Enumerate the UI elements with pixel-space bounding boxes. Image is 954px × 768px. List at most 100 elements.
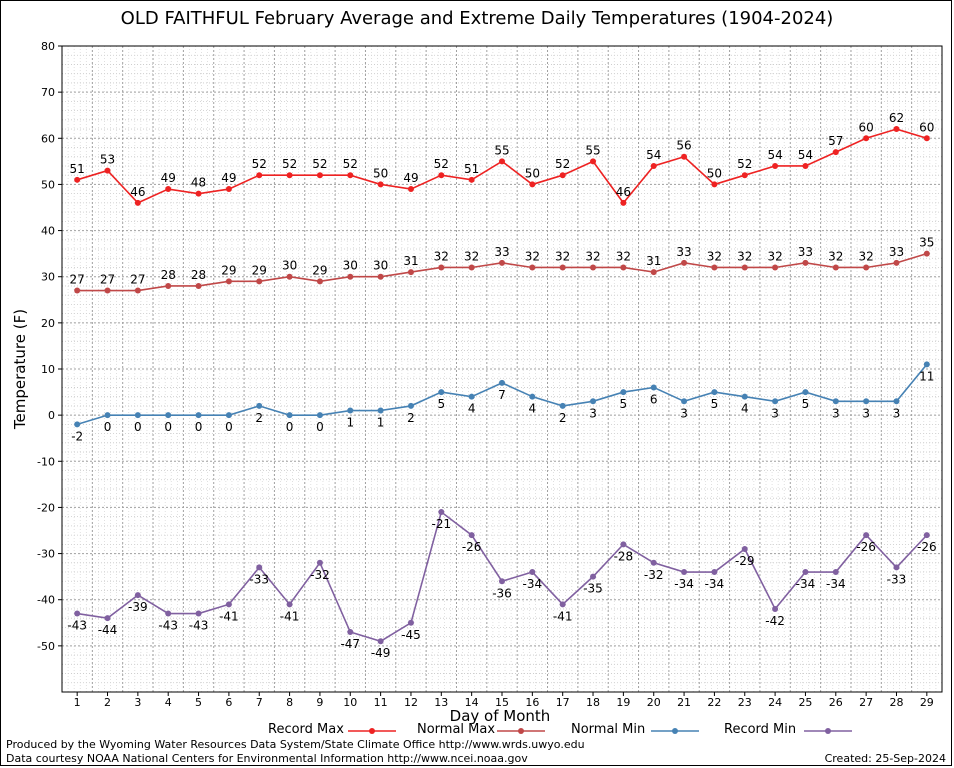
y-tick-label: -40 bbox=[37, 594, 55, 607]
data-point-normal-min bbox=[377, 407, 384, 414]
data-label-normal-min: 3 bbox=[893, 406, 901, 420]
credit-line-data-source: Data courtesy NOAA National Centers for … bbox=[6, 752, 528, 765]
data-point-record-min bbox=[590, 573, 597, 580]
data-point-record-max bbox=[286, 172, 293, 179]
data-point-normal-max bbox=[772, 264, 779, 271]
data-label-record-max: 54 bbox=[767, 148, 782, 162]
data-label-normal-min: 7 bbox=[498, 388, 506, 402]
data-label-record-min: -26 bbox=[917, 540, 937, 554]
data-point-normal-min bbox=[256, 402, 263, 409]
x-tick-label: 16 bbox=[525, 696, 539, 709]
data-label-normal-min: 4 bbox=[529, 402, 537, 416]
data-label-normal-max: 33 bbox=[798, 245, 813, 259]
data-point-normal-max bbox=[681, 259, 688, 266]
data-label-record-min: -28 bbox=[614, 549, 634, 563]
data-label-record-max: 54 bbox=[646, 148, 661, 162]
data-point-record-max bbox=[893, 126, 900, 133]
data-label-normal-min: 2 bbox=[255, 411, 263, 425]
x-tick-label: 18 bbox=[586, 696, 600, 709]
data-label-record-min: -39 bbox=[128, 600, 148, 614]
data-label-normal-min: 4 bbox=[741, 402, 749, 416]
x-tick-label: 12 bbox=[404, 696, 418, 709]
y-tick-label: 30 bbox=[41, 271, 55, 284]
data-point-record-max bbox=[863, 135, 870, 142]
data-point-normal-max bbox=[377, 273, 384, 280]
data-label-record-max: 60 bbox=[919, 120, 934, 134]
data-point-normal-min bbox=[620, 389, 627, 396]
data-label-record-min: -43 bbox=[67, 619, 87, 633]
data-label-normal-min: 2 bbox=[407, 411, 415, 425]
data-label-record-max: 60 bbox=[858, 120, 873, 134]
data-label-normal-max: 32 bbox=[767, 249, 782, 263]
x-tick-label: 15 bbox=[495, 696, 509, 709]
x-tick-label: 6 bbox=[225, 696, 232, 709]
data-label-normal-min: 3 bbox=[832, 406, 840, 420]
data-label-record-min: -34 bbox=[674, 577, 694, 591]
x-tick-label: 17 bbox=[556, 696, 570, 709]
data-point-record-max bbox=[650, 162, 657, 169]
data-label-normal-max: 29 bbox=[221, 263, 236, 277]
data-label-record-min: -29 bbox=[735, 554, 755, 568]
data-point-record-min bbox=[802, 569, 809, 576]
x-tick-label: 23 bbox=[738, 696, 752, 709]
y-tick-label: -50 bbox=[37, 640, 55, 653]
data-point-record-min bbox=[650, 559, 657, 566]
legend-marker-normal-max bbox=[518, 728, 524, 734]
data-label-normal-max: 29 bbox=[312, 263, 327, 277]
data-label-normal-min: 5 bbox=[620, 397, 628, 411]
x-tick-label: 10 bbox=[343, 696, 357, 709]
data-label-record-max: 46 bbox=[130, 185, 145, 199]
data-label-normal-max: 32 bbox=[707, 249, 722, 263]
data-point-normal-max bbox=[863, 264, 870, 271]
x-tick-label: 3 bbox=[134, 696, 141, 709]
x-tick-label: 13 bbox=[434, 696, 448, 709]
data-label-record-max: 52 bbox=[312, 157, 327, 171]
data-label-record-min: -35 bbox=[583, 582, 603, 596]
data-point-record-min bbox=[134, 592, 141, 599]
data-label-normal-max: 27 bbox=[130, 273, 145, 287]
x-tick-label: 8 bbox=[286, 696, 293, 709]
data-point-record-min bbox=[681, 569, 688, 576]
data-label-normal-max: 30 bbox=[282, 259, 297, 273]
data-label-record-max: 54 bbox=[798, 148, 813, 162]
legend-marker-record-min bbox=[825, 728, 831, 734]
data-point-record-min bbox=[499, 578, 505, 585]
created-date: Created: 25-Sep-2024 bbox=[824, 752, 946, 765]
data-point-record-max bbox=[468, 176, 475, 183]
data-point-normal-min bbox=[74, 421, 81, 428]
data-point-record-max bbox=[347, 172, 354, 179]
y-tick-label: 0 bbox=[48, 409, 55, 422]
x-tick-label: 14 bbox=[465, 696, 479, 709]
data-label-record-min: -42 bbox=[765, 614, 785, 628]
data-point-normal-max bbox=[741, 264, 748, 271]
data-label-normal-max: 32 bbox=[464, 249, 479, 263]
data-point-record-min bbox=[377, 638, 384, 645]
y-tick-label: -20 bbox=[37, 501, 55, 514]
data-point-record-max bbox=[832, 149, 839, 156]
x-tick-label: 21 bbox=[677, 696, 691, 709]
data-point-normal-min bbox=[316, 412, 323, 419]
data-label-record-min: -36 bbox=[492, 586, 512, 600]
data-point-normal-max bbox=[559, 264, 566, 271]
data-label-record-min: -49 bbox=[371, 646, 391, 660]
data-label-record-min: -34 bbox=[705, 577, 725, 591]
x-tick-label: 22 bbox=[707, 696, 721, 709]
data-point-record-min bbox=[225, 601, 232, 608]
data-label-record-min: -34 bbox=[796, 577, 816, 591]
data-point-record-max bbox=[772, 162, 779, 169]
data-point-record-min bbox=[438, 509, 445, 516]
data-point-normal-min bbox=[559, 402, 566, 409]
data-point-record-max bbox=[256, 172, 263, 179]
data-label-normal-min: 2 bbox=[559, 411, 567, 425]
data-point-normal-max bbox=[711, 264, 718, 271]
data-label-record-max: 51 bbox=[464, 162, 479, 176]
data-point-record-max bbox=[802, 162, 809, 169]
legend-label-record-max: Record Max bbox=[268, 722, 344, 737]
data-label-normal-max: 28 bbox=[191, 268, 206, 282]
data-point-normal-min bbox=[195, 412, 202, 419]
data-point-record-min bbox=[741, 545, 748, 552]
data-point-normal-max bbox=[832, 264, 839, 271]
data-point-record-max bbox=[438, 172, 445, 179]
data-point-record-max bbox=[195, 190, 202, 197]
